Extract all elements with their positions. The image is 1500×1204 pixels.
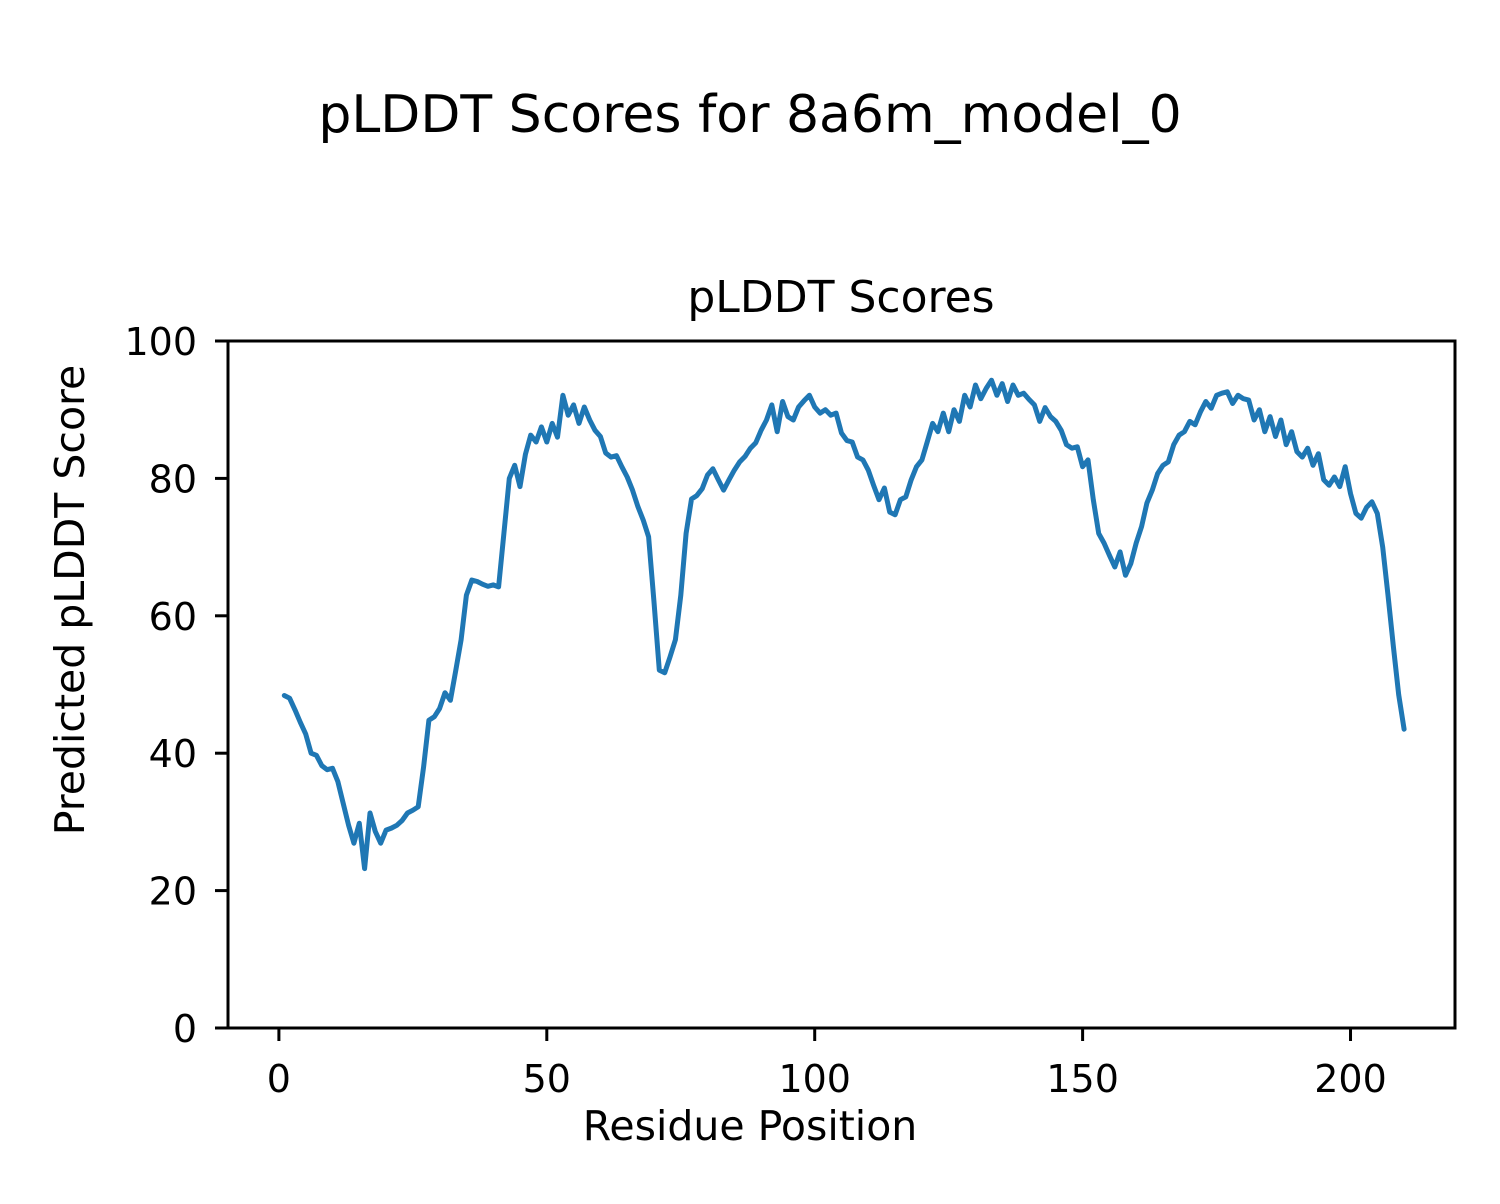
x-tick-label: 100: [778, 1057, 851, 1101]
y-tick-label: 40: [149, 732, 197, 776]
x-tick-label: 0: [267, 1057, 291, 1101]
plddt-line-series: [281, 377, 1407, 872]
y-axis-label: Predicted pLDDT Score: [46, 365, 94, 835]
x-tick-label: 200: [1314, 1057, 1387, 1101]
y-tick-label: 100: [124, 320, 197, 364]
y-axis-ticks: 0 20 40 60 80 100: [124, 320, 228, 1051]
axes-frame: [226, 339, 1457, 1030]
x-tick-label: 150: [1046, 1057, 1119, 1101]
y-tick-label: 60: [149, 595, 197, 639]
x-tick-label: 50: [523, 1057, 571, 1101]
x-axis-label: Residue Position: [583, 1102, 918, 1150]
y-tick-label: 0: [173, 1007, 197, 1051]
axes-title: pLDDT Scores: [687, 272, 994, 323]
figure-suptitle: pLDDT Scores for 8a6m_model_0: [318, 85, 1181, 145]
y-tick-label: 20: [149, 870, 197, 914]
x-axis-ticks: 0 50 100 150 200: [267, 1028, 1387, 1101]
y-tick-label: 80: [149, 457, 197, 501]
